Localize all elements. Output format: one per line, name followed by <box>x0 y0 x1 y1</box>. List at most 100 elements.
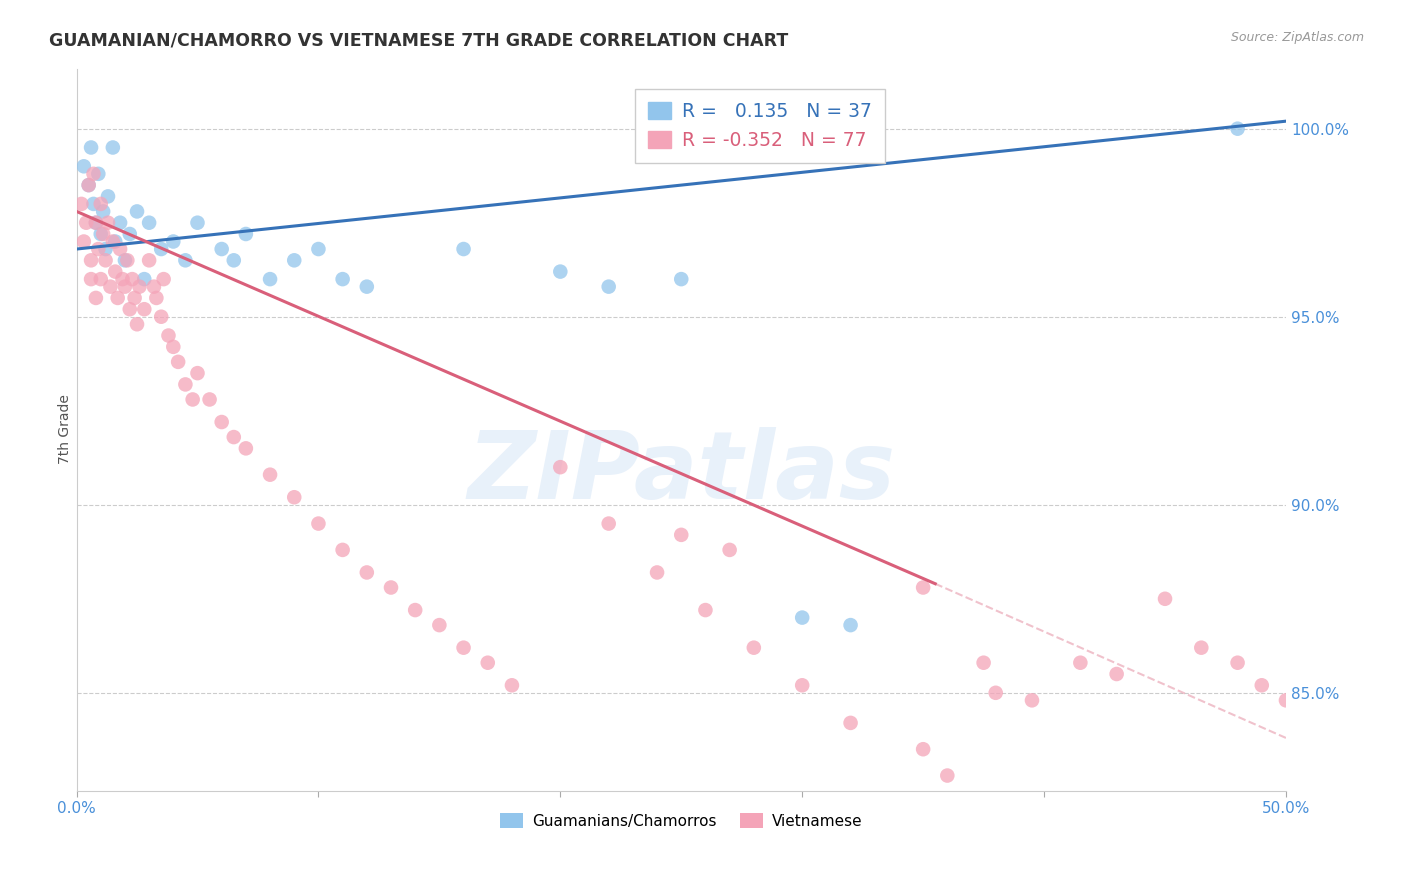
Point <box>152 272 174 286</box>
Point <box>82 197 104 211</box>
Point <box>87 167 110 181</box>
Point <box>114 279 136 293</box>
Point <box>118 227 141 241</box>
Point <box>550 264 572 278</box>
Point <box>174 253 197 268</box>
Point <box>186 216 208 230</box>
Point <box>174 377 197 392</box>
Point <box>1226 656 1249 670</box>
Point <box>839 618 862 632</box>
Point <box>792 678 814 692</box>
Point <box>111 272 134 286</box>
Point <box>307 242 329 256</box>
Point <box>90 227 112 241</box>
Point <box>645 566 668 580</box>
Point <box>125 318 148 332</box>
Point <box>162 235 184 249</box>
Point <box>91 227 114 241</box>
Point <box>94 242 117 256</box>
Point <box>912 581 935 595</box>
Point <box>211 415 233 429</box>
Point <box>134 302 156 317</box>
Point <box>70 197 93 211</box>
Point <box>84 216 107 230</box>
Point <box>80 140 103 154</box>
Point <box>1226 121 1249 136</box>
Point <box>671 528 693 542</box>
Point <box>73 159 96 173</box>
Point <box>104 264 127 278</box>
Point <box>283 253 305 268</box>
Point <box>97 216 120 230</box>
Point <box>124 291 146 305</box>
Point <box>134 272 156 286</box>
Point <box>356 566 378 580</box>
Point <box>1275 693 1298 707</box>
Point <box>1250 678 1272 692</box>
Point <box>75 216 97 230</box>
Point <box>167 355 190 369</box>
Legend: Guamanians/Chamorros, Vietnamese: Guamanians/Chamorros, Vietnamese <box>494 807 869 835</box>
Point <box>235 227 257 241</box>
Point <box>211 242 233 256</box>
Point <box>453 242 475 256</box>
Point <box>104 235 127 249</box>
Point <box>198 392 221 407</box>
Point <box>695 603 717 617</box>
Point <box>150 242 173 256</box>
Point <box>84 216 107 230</box>
Point <box>671 272 693 286</box>
Point <box>598 279 620 293</box>
Point <box>1069 656 1091 670</box>
Point <box>332 542 354 557</box>
Point <box>332 272 354 286</box>
Point <box>1189 640 1212 655</box>
Point <box>150 310 173 324</box>
Point <box>84 291 107 305</box>
Point <box>912 742 935 756</box>
Point <box>718 542 741 557</box>
Point <box>142 279 165 293</box>
Point <box>283 490 305 504</box>
Point <box>259 467 281 482</box>
Point <box>984 686 1007 700</box>
Point <box>477 656 499 670</box>
Point <box>108 242 131 256</box>
Point <box>101 235 124 249</box>
Point <box>181 392 204 407</box>
Point <box>90 197 112 211</box>
Point <box>162 340 184 354</box>
Point <box>97 189 120 203</box>
Point <box>90 272 112 286</box>
Point <box>80 253 103 268</box>
Text: Source: ZipAtlas.com: Source: ZipAtlas.com <box>1230 31 1364 45</box>
Point <box>114 253 136 268</box>
Point <box>145 291 167 305</box>
Point <box>453 640 475 655</box>
Point <box>125 204 148 219</box>
Point <box>222 253 245 268</box>
Point <box>307 516 329 531</box>
Point <box>118 302 141 317</box>
Point <box>936 768 959 782</box>
Point <box>839 715 862 730</box>
Point <box>186 366 208 380</box>
Point <box>429 618 451 632</box>
Point <box>501 678 523 692</box>
Point <box>380 581 402 595</box>
Text: ZIPatlas: ZIPatlas <box>467 427 896 519</box>
Text: GUAMANIAN/CHAMORRO VS VIETNAMESE 7TH GRADE CORRELATION CHART: GUAMANIAN/CHAMORRO VS VIETNAMESE 7TH GRA… <box>49 31 789 49</box>
Point <box>94 253 117 268</box>
Point <box>356 279 378 293</box>
Point <box>121 272 143 286</box>
Point <box>77 178 100 193</box>
Point <box>235 442 257 456</box>
Point <box>973 656 995 670</box>
Point <box>550 460 572 475</box>
Point <box>157 328 180 343</box>
Point <box>117 253 139 268</box>
Point <box>138 253 160 268</box>
Point <box>1105 667 1128 681</box>
Point <box>598 516 620 531</box>
Point <box>792 610 814 624</box>
